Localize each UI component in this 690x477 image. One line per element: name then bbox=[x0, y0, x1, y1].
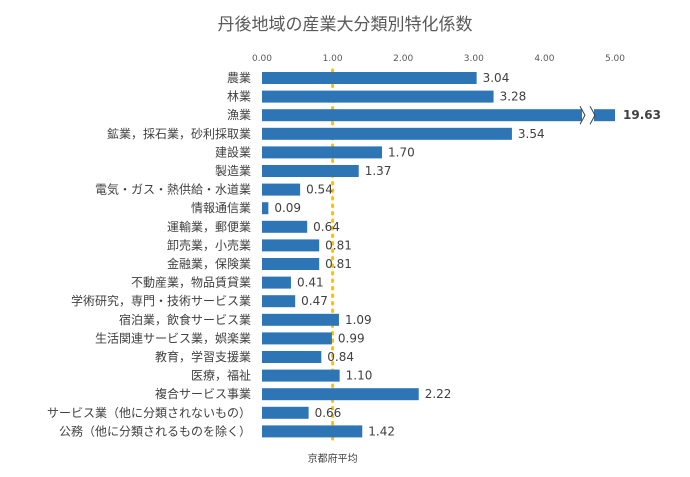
value-label: 0.84 bbox=[327, 350, 354, 364]
bar bbox=[262, 202, 269, 215]
x-tick-label: 5.00 bbox=[605, 54, 625, 64]
category-label: 複合サービス事業 bbox=[155, 386, 251, 401]
x-tick-label: 1.00 bbox=[323, 54, 343, 64]
axis-break-mark bbox=[589, 105, 596, 125]
value-label: 0.81 bbox=[325, 257, 352, 271]
x-axis: 0.00 1.00 2.00 3.00 4.00 5.00 bbox=[252, 54, 625, 64]
bar bbox=[262, 183, 301, 196]
value-label: 2.22 bbox=[425, 387, 452, 401]
value-label: 0.66 bbox=[315, 406, 342, 420]
category-label: 運輸業，郵便業 bbox=[167, 219, 251, 234]
bar-continued bbox=[594, 109, 615, 122]
bar bbox=[262, 165, 359, 177]
x-tick-label: 0.00 bbox=[252, 54, 272, 64]
value-label: 0.81 bbox=[325, 238, 352, 252]
category-label: 電気・ガス・熱供給・水道業 bbox=[95, 182, 251, 197]
bar bbox=[262, 239, 320, 252]
category-label: 医療，福祉 bbox=[191, 368, 251, 383]
value-label: 1.70 bbox=[388, 145, 415, 159]
bar bbox=[262, 146, 383, 159]
bar bbox=[262, 295, 296, 308]
value-label: 19.63 bbox=[623, 108, 661, 122]
bars: 農業 3.04 林業 3.28 漁業 19.63 鉱業，採石業，砂利採取業 3.54 建設業 1.… bbox=[47, 71, 661, 438]
value-label: 0.47 bbox=[301, 294, 328, 308]
category-label: 生活関連サービス業，娯楽業 bbox=[95, 331, 251, 345]
category-label: 製造業 bbox=[215, 164, 251, 178]
category-label: 林業 bbox=[227, 90, 251, 104]
bar bbox=[262, 425, 363, 438]
bar bbox=[262, 72, 477, 84]
bar bbox=[262, 127, 512, 140]
value-label: 1.10 bbox=[346, 369, 373, 383]
bar bbox=[262, 351, 322, 363]
bar bbox=[262, 220, 308, 233]
category-label: 教育，学習支援業 bbox=[155, 349, 251, 364]
value-label: 0.09 bbox=[274, 201, 301, 215]
bar bbox=[262, 332, 332, 345]
axis-break-mark bbox=[579, 105, 586, 125]
bar bbox=[262, 90, 494, 103]
category-label: 情報通信業 bbox=[191, 201, 251, 215]
x-tick-label: 3.00 bbox=[464, 54, 484, 64]
bar bbox=[262, 369, 340, 382]
value-label: 0.41 bbox=[297, 276, 324, 290]
value-label: 0.64 bbox=[313, 220, 340, 234]
category-label: 漁業 bbox=[227, 108, 251, 122]
category-label: 宿泊業，飲食サービス業 bbox=[119, 312, 251, 327]
category-label: 農業 bbox=[227, 71, 251, 85]
bar bbox=[262, 258, 320, 270]
category-label: 金融業，保険業 bbox=[167, 256, 251, 271]
category-label: サービス業（他に分類されないもの） bbox=[47, 406, 251, 420]
value-label: 1.42 bbox=[368, 424, 395, 438]
category-label: 鉱業，採石業，砂利採取業 bbox=[107, 126, 251, 141]
value-label: 3.28 bbox=[500, 90, 527, 104]
value-label: 3.04 bbox=[483, 71, 510, 85]
x-tick-label: 2.00 bbox=[393, 54, 413, 64]
bar bbox=[262, 276, 291, 289]
value-label: 1.37 bbox=[365, 164, 392, 178]
value-label: 0.54 bbox=[306, 183, 333, 197]
category-label: 建設業 bbox=[215, 144, 251, 159]
category-label: 卸売業，小売業 bbox=[167, 237, 251, 252]
category-label: 学術研究，専門・技術サービス業 bbox=[71, 293, 251, 308]
reference-line-label: 京都府平均 bbox=[308, 452, 358, 465]
value-label: 0.99 bbox=[338, 331, 365, 345]
bar bbox=[262, 313, 339, 326]
value-label: 1.09 bbox=[345, 313, 372, 327]
category-label: 公務（他に分類されるものを除く） bbox=[59, 423, 251, 438]
bar bbox=[262, 109, 582, 122]
category-label: 不動産業，物品賃貸業 bbox=[131, 275, 251, 290]
bar bbox=[262, 388, 419, 401]
bar bbox=[262, 406, 309, 419]
x-tick-label: 4.00 bbox=[534, 54, 554, 64]
chart-title: 丹後地域の産業大分類別特化係数 bbox=[218, 15, 473, 35]
value-label: 3.54 bbox=[518, 127, 545, 141]
